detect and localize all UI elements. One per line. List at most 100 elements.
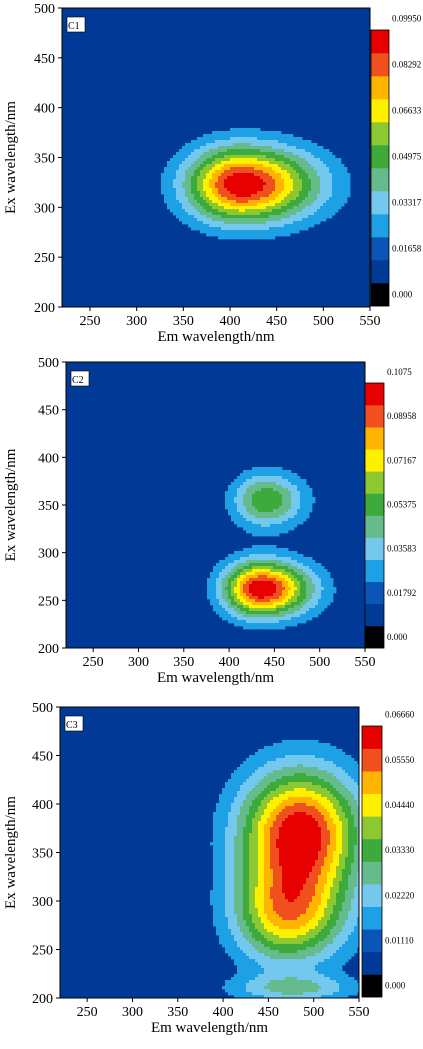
colorbar-segment [371, 99, 389, 123]
heatmap-cell [221, 200, 225, 204]
heatmap-cell [275, 182, 279, 186]
heatmap-cell [203, 182, 207, 186]
heatmap-cell [251, 167, 255, 171]
heatmap-cell [234, 581, 238, 585]
heatmap-cell [173, 188, 177, 192]
heatmap-cell [230, 131, 234, 135]
heatmap-cell [317, 173, 321, 177]
heatmap-cell [228, 587, 232, 591]
heatmap-cell [194, 200, 198, 204]
heatmap-cell [267, 959, 271, 963]
heatmap-cell [258, 752, 262, 756]
heatmap-cell [273, 743, 277, 747]
heatmap-cell [290, 197, 294, 201]
heatmap-cell [173, 182, 177, 186]
heatmap-cell [285, 623, 289, 627]
heatmap-cell [225, 935, 229, 939]
heatmap-cell [264, 578, 268, 582]
heatmap-cell [323, 185, 327, 189]
heatmap-cell [188, 185, 192, 189]
heatmap-cell [231, 575, 235, 579]
heatmap-cell [290, 221, 294, 225]
heatmap-cell [269, 140, 273, 144]
heatmap-cell [317, 155, 321, 159]
heatmap-cell [249, 779, 253, 783]
heatmap-cell [276, 524, 280, 528]
heatmap-cell [311, 188, 315, 192]
heatmap-cell [279, 551, 283, 555]
heatmap-cell [300, 575, 304, 579]
heatmap-cell [203, 161, 207, 165]
heatmap-cell [209, 218, 213, 222]
heatmap-cell [252, 884, 256, 888]
heatmap-cell [203, 179, 207, 183]
heatmap-cell [285, 611, 289, 615]
heatmap-cell [317, 170, 321, 174]
heatmap-cell [230, 224, 234, 228]
heatmap-cell [173, 197, 177, 201]
heatmap-cell [270, 584, 274, 588]
heatmap-cell [261, 902, 265, 906]
heatmap-cell [284, 149, 288, 153]
heatmap-cell [224, 200, 228, 204]
heatmap-cell [285, 572, 289, 576]
heatmap-cell [266, 143, 270, 147]
heatmap-cell [224, 179, 228, 183]
heatmap-cell [225, 908, 229, 912]
heatmap-cell [222, 851, 226, 855]
heatmap-cell [294, 599, 298, 603]
heatmap-cell [249, 869, 253, 873]
heatmap-cell [246, 809, 250, 813]
heatmap-cell [213, 575, 217, 579]
heatmap-cell [285, 482, 289, 486]
heatmap-cell [185, 212, 189, 216]
heatmap-cell [308, 203, 312, 207]
heatmap-cell [285, 512, 289, 516]
heatmap-cell [273, 773, 277, 777]
heatmap-cell [207, 584, 211, 588]
heatmap-cell [272, 164, 276, 168]
heatmap-cell [320, 161, 324, 165]
heatmap-cell [249, 626, 253, 630]
heatmap-cell [270, 596, 274, 600]
heatmap-cell [309, 593, 313, 597]
heatmap-cell [273, 977, 277, 981]
heatmap-cell [246, 956, 250, 960]
heatmap-cell [323, 218, 327, 222]
heatmap-cell [246, 968, 250, 972]
heatmap-cell [326, 215, 330, 219]
heatmap-cell [284, 230, 288, 234]
heatmap-cell [297, 611, 301, 615]
heatmap-cell [273, 563, 277, 567]
heatmap-cell [242, 185, 246, 189]
heatmap-cell [225, 806, 229, 810]
heatmap-cell [276, 893, 280, 897]
heatmap-cell [236, 227, 240, 231]
heatmap-cell [209, 206, 213, 210]
heatmap-cell [239, 134, 243, 138]
heatmap-cell [234, 506, 238, 510]
heatmap-cell [221, 227, 225, 231]
heatmap-cell [243, 878, 247, 882]
heatmap-cell [206, 149, 210, 153]
heatmap-cell [224, 218, 228, 222]
heatmap-cell [252, 992, 256, 996]
heatmap-cell [305, 215, 309, 219]
heatmap-cell [228, 596, 232, 600]
heatmap-cell [294, 590, 298, 594]
heatmap-cell [231, 839, 235, 843]
heatmap-cell [263, 230, 267, 234]
heatmap-cell [258, 986, 262, 990]
heatmap-cell [294, 557, 298, 561]
heatmap-cell [284, 182, 288, 186]
heatmap-cell [273, 830, 277, 834]
heatmap-cell [236, 236, 240, 240]
heatmap-cell [252, 941, 256, 945]
heatmap-cell [341, 179, 345, 183]
heatmap-cell [264, 506, 268, 510]
heatmap-cell [249, 518, 253, 522]
heatmap-cell [278, 134, 282, 138]
heatmap-cell [303, 605, 307, 609]
heatmap-cell [213, 590, 217, 594]
heatmap-cell [234, 815, 238, 819]
